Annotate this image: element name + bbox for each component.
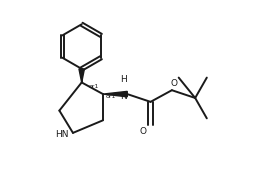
Polygon shape bbox=[79, 69, 84, 82]
Text: HN: HN bbox=[55, 130, 69, 139]
Text: or1: or1 bbox=[88, 84, 99, 89]
Text: or1: or1 bbox=[106, 94, 116, 100]
Text: O: O bbox=[139, 127, 146, 136]
Text: N: N bbox=[120, 92, 127, 101]
Text: O: O bbox=[170, 79, 177, 88]
Polygon shape bbox=[103, 91, 127, 97]
Text: H: H bbox=[120, 75, 127, 84]
